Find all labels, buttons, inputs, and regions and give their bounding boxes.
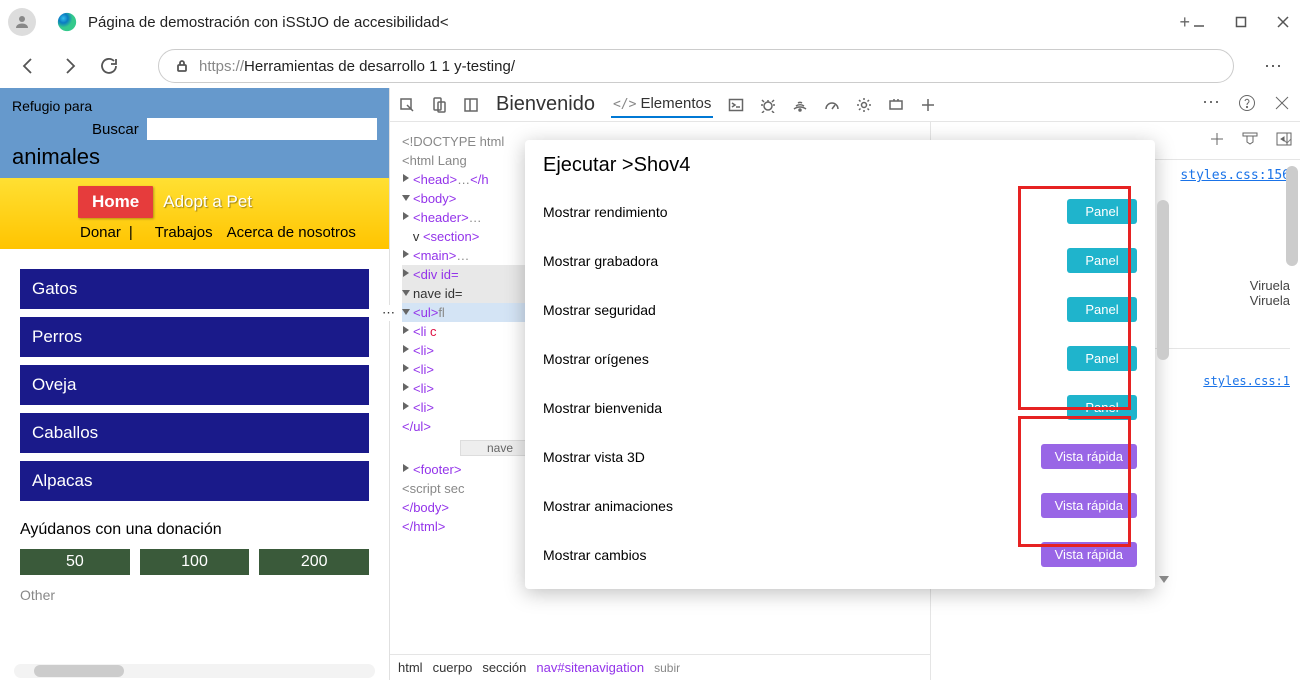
command-row[interactable]: Mostrar seguridadPanel — [525, 285, 1155, 334]
browser-toolbar: https://Herramientas de desarrollo 1 1 y… — [0, 44, 1300, 88]
other-label: Other — [0, 587, 389, 603]
inspect-icon[interactable] — [398, 96, 416, 114]
command-row[interactable]: Mostrar bienvenidaPanel — [525, 383, 1155, 432]
minimize-button[interactable] — [1190, 13, 1208, 31]
popup-scrollbar[interactable] — [1157, 200, 1169, 360]
nav-trabajos[interactable]: Trabajos — [155, 224, 213, 241]
command-row[interactable]: Mostrar orígenesPanel — [525, 334, 1155, 383]
command-row[interactable]: Mostrar cambiosVista rápida — [525, 530, 1155, 579]
donate-buttons: 50 100 200 — [20, 549, 369, 575]
popup-title: Ejecutar >Shov4 — [525, 140, 1155, 187]
donate-button[interactable]: 200 — [259, 549, 369, 575]
horizontal-scrollbar[interactable] — [14, 664, 375, 678]
sidebar-item[interactable]: Caballos — [20, 413, 369, 453]
close-devtools-button[interactable] — [1274, 95, 1290, 111]
edge-icon — [56, 11, 78, 33]
popup-scroll-down-icon[interactable] — [1159, 576, 1169, 583]
device-icon[interactable] — [430, 96, 448, 114]
command-label: Mostrar vista 3D — [543, 449, 1041, 465]
vista-rapida-button[interactable]: Vista rápida — [1041, 493, 1137, 518]
page-subtitle: Refugio para — [12, 98, 377, 114]
command-label: Mostrar animaciones — [543, 498, 1041, 514]
dom-breadcrumb[interactable]: html cuerpo sección nav#sitenavigation s… — [390, 654, 930, 680]
devtools-tabs: Bienvenido Elementos — [390, 88, 1300, 122]
donate-button[interactable]: 100 — [140, 549, 250, 575]
browser-menu-button[interactable]: ⋯ — [1264, 56, 1282, 77]
panel-button[interactable]: Panel — [1067, 395, 1137, 420]
donate-button[interactable]: 50 — [20, 549, 130, 575]
command-menu-popup: Ejecutar >Shov4 Mostrar rendimientoPanel… — [525, 140, 1155, 589]
filter-icon[interactable] — [1242, 132, 1258, 149]
panel-button[interactable]: Panel — [1067, 199, 1137, 224]
window-titlebar: Página de demostración con iSStJO de acc… — [0, 0, 1300, 44]
gear-icon[interactable] — [855, 96, 873, 114]
maximize-button[interactable] — [1232, 13, 1250, 31]
nav-acerca[interactable]: Acerca de nosotros — [227, 224, 356, 241]
back-button[interactable] — [18, 55, 40, 77]
tab-elementos[interactable]: Elementos — [611, 91, 713, 118]
sidebar-item[interactable]: Perros — [20, 317, 369, 357]
command-label: Mostrar cambios — [543, 547, 1041, 563]
forward-button[interactable] — [58, 55, 80, 77]
panel-button[interactable]: Panel — [1067, 248, 1137, 273]
url-text: https://Herramientas de desarrollo 1 1 y… — [199, 58, 515, 75]
command-label: Mostrar grabadora — [543, 253, 1067, 269]
tab-title: Página de demostración con iSStJO de acc… — [88, 14, 1173, 31]
nav-home[interactable]: Home — [78, 186, 153, 218]
styles-scrollbar[interactable] — [1286, 166, 1298, 266]
command-row[interactable]: Mostrar grabadoraPanel — [525, 236, 1155, 285]
network-icon[interactable] — [791, 96, 809, 114]
command-label: Mostrar orígenes — [543, 351, 1067, 367]
help-icon[interactable] — [1238, 94, 1256, 112]
nav-adopt[interactable]: Adopt a Pet — [153, 186, 262, 218]
devtools-controls: ⋯ — [1202, 92, 1290, 113]
refresh-button[interactable] — [98, 55, 120, 77]
more-icon[interactable]: ⋯ — [1202, 92, 1220, 113]
page-nav: Home Adopt a Pet Donar | Trabajos Acerca… — [0, 178, 389, 249]
search-input[interactable] — [147, 118, 377, 140]
lock-icon — [175, 59, 189, 73]
dock-icon[interactable] — [1276, 132, 1292, 149]
tab-bienvenido[interactable]: Bienvenido — [494, 89, 597, 120]
command-label: Mostrar seguridad — [543, 302, 1067, 318]
sidebar-item[interactable]: Oveja — [20, 365, 369, 405]
sidebar-item[interactable]: Gatos — [20, 269, 369, 309]
new-tab-button[interactable]: + — [1179, 12, 1190, 33]
panel-icon[interactable] — [462, 96, 480, 114]
command-label: Mostrar bienvenida — [543, 400, 1067, 416]
plus-icon[interactable] — [919, 96, 937, 114]
console-icon[interactable] — [727, 96, 745, 114]
search-label: Buscar — [92, 121, 139, 138]
bug-icon[interactable] — [759, 96, 777, 114]
profile-avatar[interactable] — [8, 8, 36, 36]
nav-donar[interactable]: Donar — [80, 224, 121, 241]
command-row[interactable]: Mostrar vista 3DVista rápida — [525, 432, 1155, 481]
performance-icon[interactable] — [823, 96, 841, 114]
command-label: Mostrar rendimiento — [543, 204, 1067, 220]
memory-icon[interactable] — [887, 96, 905, 114]
vista-rapida-button[interactable]: Vista rápida — [1041, 444, 1137, 469]
close-button[interactable] — [1274, 13, 1292, 31]
styles-source-link-2[interactable]: styles.css:1 — [1203, 374, 1290, 389]
add-rule-icon[interactable] — [1210, 132, 1224, 149]
sidebar-menu: Gatos Perros Oveja Caballos Alpacas — [0, 249, 389, 501]
styles-source-link[interactable]: styles.css:156 — [1180, 168, 1290, 183]
address-bar[interactable]: https://Herramientas de desarrollo 1 1 y… — [158, 49, 1234, 83]
command-row[interactable]: Mostrar rendimientoPanel — [525, 187, 1155, 236]
rendered-page: Refugio para Buscar animales Home Adopt … — [0, 88, 390, 680]
panel-button[interactable]: Panel — [1067, 297, 1137, 322]
page-title: animales — [12, 144, 377, 170]
command-row[interactable]: Mostrar animacionesVista rápida — [525, 481, 1155, 530]
vista-rapida-button[interactable]: Vista rápida — [1041, 542, 1137, 567]
donate-text: Ayúdanos con una donación — [20, 521, 369, 539]
panel-button[interactable]: Panel — [1067, 346, 1137, 371]
sidebar-item[interactable]: Alpacas — [20, 461, 369, 501]
